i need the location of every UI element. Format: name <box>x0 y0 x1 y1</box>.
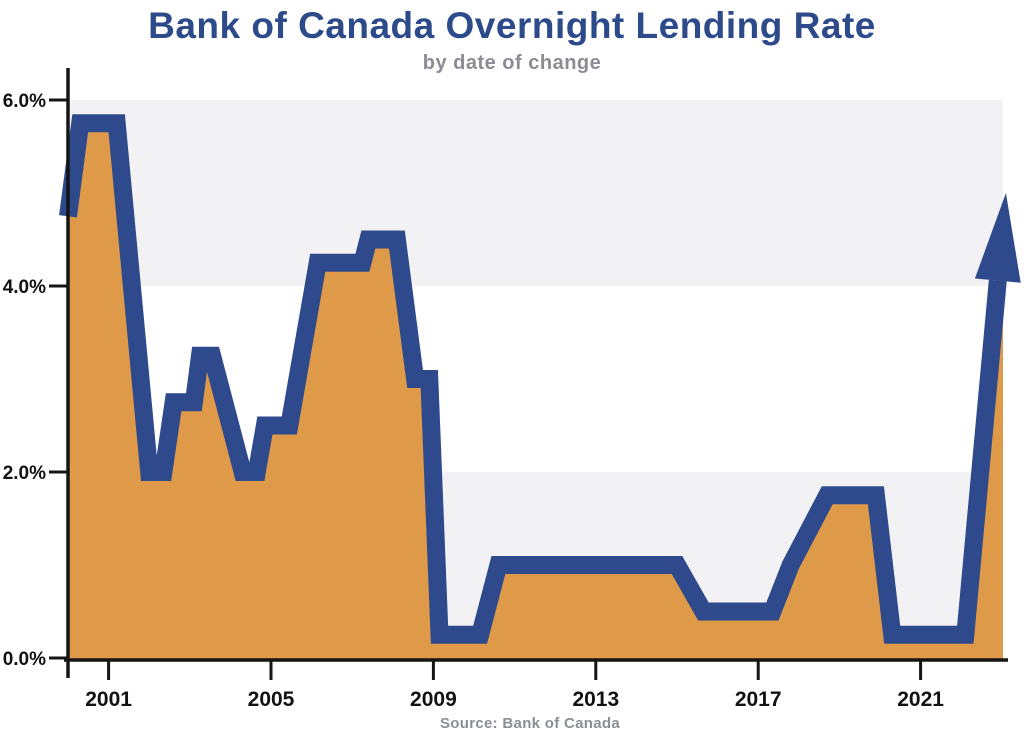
area-fill <box>68 123 1003 660</box>
rate-line <box>59 114 1007 644</box>
up-arrow-head <box>974 193 1021 283</box>
y-tick-label: 6.0% <box>3 91 46 112</box>
x-tick-label: 2009 <box>410 688 457 711</box>
x-tick-label: 2017 <box>735 688 782 711</box>
chart-subtitle: by date of change <box>422 52 602 74</box>
chart-source: Source: Bank of Canada <box>440 715 620 732</box>
x-tick-label: 2021 <box>897 688 944 711</box>
plot-band <box>68 100 1003 286</box>
y-tick-label: 2.0% <box>3 463 46 484</box>
y-tick-label: 0.0% <box>3 649 46 670</box>
x-tick-label: 2001 <box>85 688 132 711</box>
chart-title: Bank of Canada Overnight Lending Rate <box>148 5 876 46</box>
x-tick-label: 2013 <box>572 688 619 711</box>
x-tick-label: 2005 <box>248 688 295 711</box>
y-tick-label: 4.0% <box>3 277 46 298</box>
